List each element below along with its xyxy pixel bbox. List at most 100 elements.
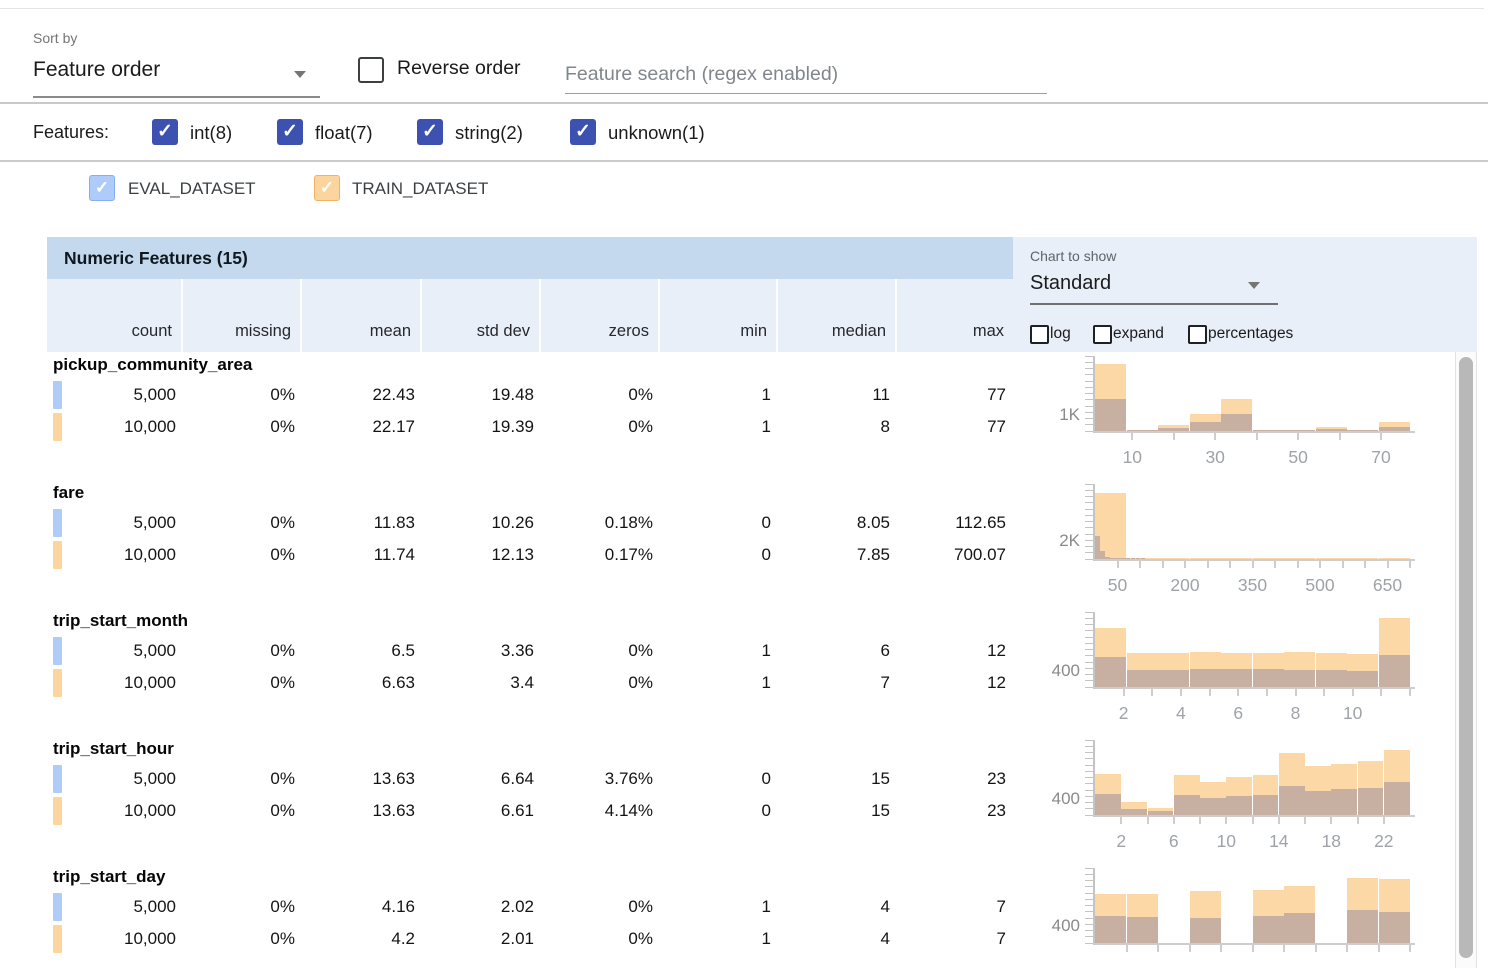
- histogram-bar-eval: [1315, 428, 1347, 431]
- histogram-bar-train: [1158, 424, 1189, 431]
- check-icon: ✓: [575, 121, 591, 142]
- scrollbar-thumb[interactable]: [1459, 357, 1473, 958]
- chart-type-select[interactable]: Standard: [1030, 270, 1278, 305]
- x-axis-tick-label: 18: [1321, 831, 1342, 851]
- histogram-bar-eval: [1252, 430, 1284, 431]
- toggle-label-expand: expand: [1113, 325, 1164, 342]
- x-axis-tick: [1146, 817, 1149, 824]
- x-axis-tick: [1304, 817, 1306, 824]
- stat-cell-missing: 0%: [270, 801, 295, 820]
- x-axis-tick: [1172, 817, 1175, 824]
- y-axis-tick: [1085, 917, 1093, 919]
- histogram-bar-eval: [1095, 536, 1100, 559]
- toggle-log[interactable]: [1030, 325, 1049, 344]
- histogram-bar-eval: [1095, 916, 1126, 943]
- y-axis-tick: [1085, 680, 1093, 682]
- y-axis-line: [1093, 612, 1095, 687]
- x-axis-tick: [1179, 689, 1182, 696]
- stat-cell-zeros: 0%: [628, 641, 653, 660]
- stat-cell-max: 700.07: [954, 545, 1006, 564]
- x-axis-tick: [1341, 561, 1344, 568]
- x-axis-tick: [1265, 689, 1268, 696]
- stat-cell-zeros: 0%: [628, 929, 653, 948]
- x-axis-tick: [1351, 689, 1354, 696]
- histogram-bar-eval: [1095, 794, 1121, 815]
- feature-type-checkbox[interactable]: ✓: [570, 119, 596, 145]
- stat-cell-median: 15: [871, 801, 890, 820]
- x-axis-tick-label: 2: [1116, 831, 1127, 851]
- dataset-chip-train_dataset: [53, 925, 62, 953]
- stat-cell-std-dev: 10.26: [491, 513, 534, 532]
- feature-type-checkbox[interactable]: ✓: [417, 119, 443, 145]
- dataset-chip-eval_dataset: [53, 381, 62, 409]
- histogram-trip_start_hour: 400 2 6 10 14 18 22: [1020, 736, 1458, 864]
- x-axis-tick: [1297, 433, 1300, 440]
- x-axis-tick-label: 4: [1176, 703, 1186, 723]
- dataset-checkbox-train_dataset[interactable]: ✓: [314, 175, 340, 201]
- y-axis-tick: [1085, 905, 1093, 906]
- y-axis-tick: [1085, 393, 1093, 394]
- feature-type-checkbox[interactable]: ✓: [277, 119, 303, 145]
- features-filter-label: Features:: [33, 122, 110, 142]
- x-axis-tick-label: 22: [1374, 831, 1394, 851]
- y-axis-tick: [1085, 424, 1093, 426]
- dataset-checkbox-eval_dataset[interactable]: ✓: [89, 175, 115, 201]
- y-axis-tick: [1085, 649, 1093, 650]
- histogram-bar-train: [1095, 493, 1126, 559]
- y-axis-tick: [1085, 539, 1093, 541]
- y-axis-tick: [1085, 808, 1093, 810]
- y-axis-tick: [1085, 873, 1093, 875]
- stat-cell-missing: 0%: [270, 769, 295, 788]
- x-axis-tick: [1120, 817, 1123, 824]
- y-axis-line: [1093, 484, 1095, 559]
- check-icon: ✓: [319, 178, 335, 197]
- x-axis-tick: [1220, 945, 1222, 952]
- y-axis-tick: [1085, 739, 1093, 741]
- x-axis-tick: [1116, 561, 1119, 568]
- chart-to-show-label: Chart to show: [1030, 248, 1117, 264]
- feature-search-input[interactable]: [565, 56, 1047, 94]
- y-axis-tick: [1085, 686, 1093, 688]
- y-axis-tick: [1085, 430, 1093, 432]
- x-axis-tick-label: 50: [1288, 447, 1308, 467]
- histogram-bar-eval: [1100, 550, 1105, 559]
- histogram-bar-eval: [1252, 795, 1279, 815]
- reverse-order-checkbox[interactable]: [358, 57, 384, 83]
- check-icon: ✓: [422, 121, 438, 142]
- toggle-percentages[interactable]: [1188, 325, 1207, 344]
- stat-cell-max: 12: [987, 641, 1006, 660]
- y-axis-tick: [1085, 667, 1093, 669]
- x-axis-tick: [1294, 689, 1297, 696]
- y-axis-tick: [1085, 770, 1093, 772]
- y-axis-tick: [1085, 661, 1093, 663]
- histogram-bar-eval: [1226, 796, 1253, 815]
- feature-type-checkbox[interactable]: ✓: [152, 119, 178, 145]
- stat-cell-median: 4: [880, 897, 890, 916]
- dataset-chip-eval_dataset: [53, 509, 62, 537]
- stat-cell-mean: 13.63: [372, 801, 415, 820]
- feature-block-trip_start_month: trip_start_month 5,000 0% 6.5 3.36 0% 1 6 12 10,0…: [0, 608, 1488, 736]
- stat-cell-min: 1: [761, 673, 771, 692]
- x-axis-tick: [1188, 945, 1191, 952]
- x-axis-line: [1093, 815, 1415, 817]
- stat-cell-count: 10,000: [124, 673, 176, 692]
- x-axis-tick: [1382, 817, 1385, 824]
- toggle-expand[interactable]: [1093, 325, 1112, 344]
- y-axis-line: [1093, 356, 1095, 431]
- x-axis-tick: [1151, 689, 1154, 696]
- feature-block-trip_start_hour: trip_start_hour 5,000 0% 13.63 6.64 3.76% 0 15 2…: [0, 736, 1488, 864]
- x-axis-tick: [1409, 561, 1411, 568]
- x-axis-tick: [1296, 561, 1299, 568]
- feature-name: trip_start_hour: [53, 739, 174, 758]
- y-axis-label: 2K: [1059, 531, 1080, 550]
- numeric-features-title: Numeric Features (15): [64, 248, 248, 268]
- x-axis-tick: [1346, 945, 1348, 952]
- divider: [0, 102, 1488, 104]
- y-axis-tick: [1085, 374, 1093, 376]
- feature-type-label: float(7): [315, 122, 373, 143]
- y-axis-tick: [1085, 405, 1093, 407]
- sort-by-select[interactable]: Feature order: [33, 54, 320, 98]
- y-axis-tick: [1085, 399, 1093, 401]
- y-axis-tick: [1085, 502, 1093, 504]
- x-axis-line: [1093, 943, 1415, 945]
